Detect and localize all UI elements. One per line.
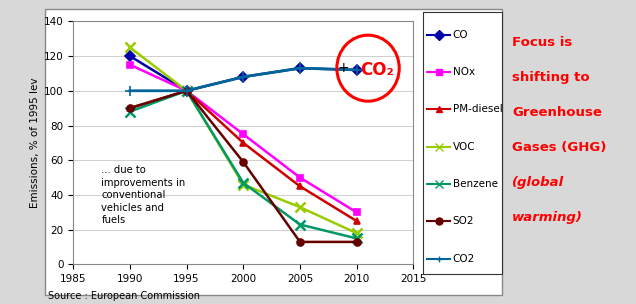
Text: CO2: CO2 [453,254,475,264]
Text: Greenhouse: Greenhouse [512,106,602,119]
Text: Gases (GHG): Gases (GHG) [512,141,606,154]
Benzene [353,237,361,240]
CO [353,68,361,72]
Line: VOC: VOC [125,43,361,238]
CO [126,54,134,58]
Y-axis label: Emissions, % of 1995 lev: Emissions, % of 1995 lev [29,78,39,208]
Line: Benzene: Benzene [125,86,361,243]
NOx [239,132,247,136]
Text: shifting to: shifting to [512,71,590,85]
SO2 [126,106,134,110]
VOC [239,183,247,186]
Text: CO₂: CO₂ [360,61,394,79]
Line: CO2: CO2 [125,63,361,96]
CO2 [239,75,247,79]
SO2 [296,240,304,244]
Text: VOC: VOC [453,142,476,152]
PM-diesel [183,89,190,93]
Text: CO: CO [453,29,469,40]
CO2 [296,66,304,70]
CO2 [353,68,361,72]
PM-diesel [126,106,134,110]
Benzene [296,223,304,226]
SO2 [239,160,247,164]
Text: Focus is: Focus is [512,36,572,50]
Text: Benzene: Benzene [453,179,498,189]
Text: NOx: NOx [453,67,475,77]
NOx [183,89,190,93]
Benzene [239,181,247,185]
Line: CO: CO [127,53,360,94]
Benzene [126,110,134,113]
NOx [126,63,134,67]
SO2 [353,240,361,244]
VOC [296,205,304,209]
Text: ... due to
improvements in
conventional
vehicles and
fuels: ... due to improvements in conventional … [102,165,186,225]
Text: +: + [337,61,349,75]
Text: warming): warming) [512,211,583,224]
NOx [296,176,304,179]
PM-diesel [353,219,361,223]
Line: SO2: SO2 [127,87,360,245]
Line: PM-diesel: PM-diesel [127,87,360,225]
PM-diesel [239,141,247,145]
Text: (global: (global [512,176,564,189]
Text: SO2: SO2 [453,216,474,226]
NOx [353,211,361,214]
PM-diesel [296,185,304,188]
Line: NOx: NOx [127,61,360,216]
SO2 [183,89,190,93]
VOC [353,231,361,235]
Benzene [183,89,190,93]
VOC [126,46,134,49]
Text: Source : European Commission: Source : European Commission [48,291,200,301]
CO [239,75,247,79]
CO [183,89,190,93]
CO2 [126,89,134,93]
CO2 [183,89,190,93]
Text: PM-diesel: PM-diesel [453,104,502,114]
CO [296,66,304,70]
VOC [183,89,190,93]
